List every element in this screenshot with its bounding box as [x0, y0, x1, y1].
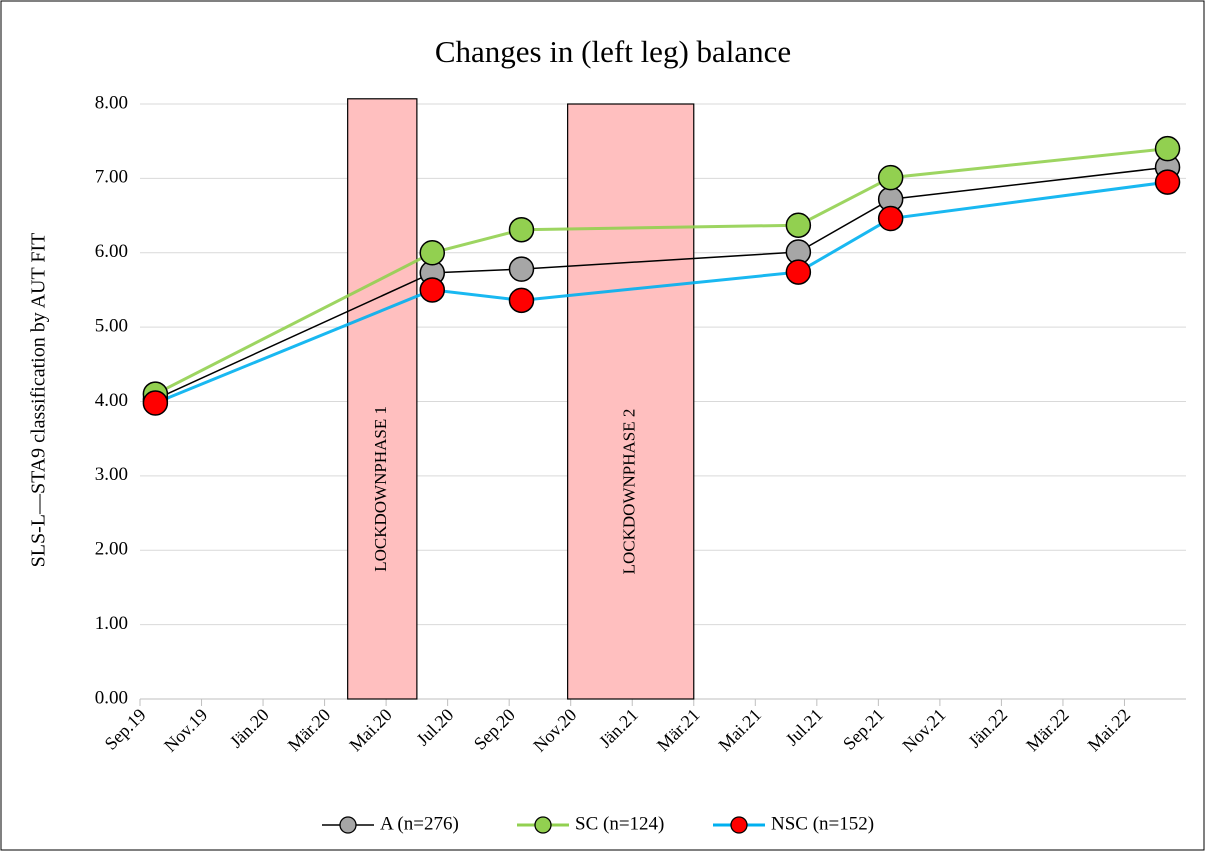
y-tick-label: 4.00: [95, 390, 128, 411]
data-point: [877, 164, 904, 191]
legend-marker: [339, 816, 357, 834]
lockdown-region: [567, 103, 695, 700]
data-point: [419, 277, 446, 303]
data-point: [785, 212, 812, 238]
legend-label: NSC (n=152): [771, 813, 874, 834]
legend-marker: [730, 816, 748, 834]
legend-label: SC (n=124): [575, 813, 664, 834]
legend-label: A (n=276): [380, 813, 459, 834]
lockdown-label: LOCKDOWNPHASE 2: [620, 409, 639, 575]
y-tick-label: 8.00: [95, 92, 128, 113]
data-point: [508, 216, 535, 243]
legend-marker: [534, 816, 552, 834]
y-tick-label: 5.00: [95, 315, 128, 336]
data-point: [1154, 135, 1181, 162]
y-tick-label: 3.00: [95, 464, 128, 485]
y-tick-label: 1.00: [95, 613, 128, 634]
data-point: [419, 240, 446, 266]
series-line: [154, 147, 1168, 396]
y-tick-label: 7.00: [95, 167, 128, 188]
data-point: [142, 390, 169, 416]
chart-title: Changes in (left leg) balance: [435, 34, 791, 69]
data-point: [1154, 169, 1181, 195]
data-point: [877, 205, 904, 232]
lockdown-region: [347, 98, 418, 700]
lockdown-label: LOCKDOWNPHASE 1: [371, 406, 390, 572]
y-axis-label: SLS-L—STA9 classification by AUT FIT: [28, 233, 50, 568]
y-tick-label: 6.00: [95, 241, 128, 262]
data-point: [508, 256, 535, 282]
series-line: [155, 166, 1168, 400]
y-tick-label: 0.00: [95, 687, 128, 708]
data-point: [508, 287, 535, 314]
data-point: [785, 259, 812, 285]
y-tick-label: 2.00: [95, 539, 128, 560]
series-line: [154, 180, 1168, 405]
